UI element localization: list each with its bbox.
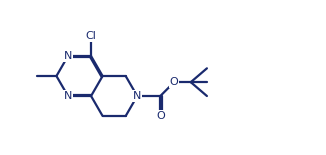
Text: O: O bbox=[170, 77, 179, 87]
Text: Cl: Cl bbox=[86, 31, 96, 41]
Text: N: N bbox=[133, 91, 141, 101]
Text: N: N bbox=[64, 51, 72, 61]
Text: O: O bbox=[156, 111, 165, 121]
Text: N: N bbox=[64, 91, 72, 101]
